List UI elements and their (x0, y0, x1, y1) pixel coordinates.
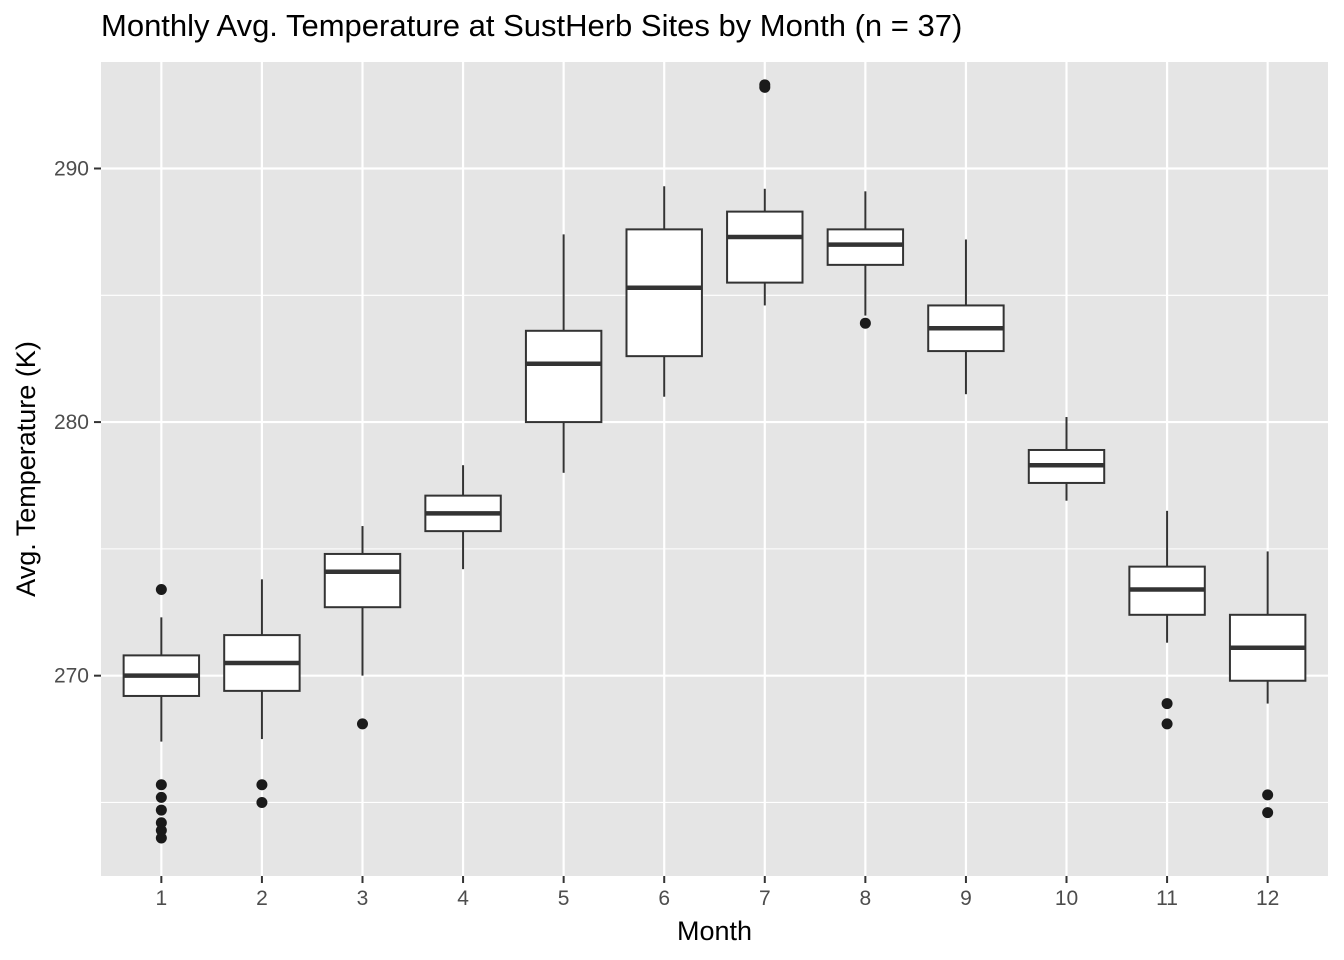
x-tick-label: 1 (156, 887, 168, 910)
outlier-point (155, 824, 167, 836)
outlier-point (859, 317, 871, 329)
box-month-4 (424, 465, 502, 570)
chart-title: Monthly Avg. Temperature at SustHerb Sit… (101, 8, 963, 43)
y-tick-label: 280 (54, 411, 89, 434)
outlier-point (759, 79, 771, 91)
outlier-point (1262, 807, 1274, 819)
outlier-point (155, 779, 167, 791)
x-tick-label: 5 (558, 887, 570, 910)
iqr-box (625, 228, 703, 358)
outlier-point (1161, 698, 1173, 710)
plot-panel (101, 62, 1328, 876)
x-tick-label: 2 (256, 887, 268, 910)
x-tick-label: 8 (860, 887, 872, 910)
iqr-box (726, 210, 804, 284)
x-tick-label: 7 (759, 887, 771, 910)
y-axis-title: Avg. Temperature (K) (11, 341, 41, 597)
outlier-point (356, 718, 368, 730)
box-month-12 (1228, 551, 1307, 819)
outlier-point (1262, 789, 1274, 801)
x-tick-label: 4 (457, 887, 469, 910)
outlier-point (1161, 718, 1173, 730)
x-tick-label: 9 (960, 887, 972, 910)
x-axis-title: Month (677, 916, 752, 946)
iqr-box (323, 552, 402, 609)
box-month-9 (927, 239, 1005, 395)
box-month-5 (524, 234, 603, 473)
outlier-point (155, 832, 167, 844)
box-month-2 (223, 579, 301, 808)
box-month-10 (1027, 417, 1106, 501)
outlier-point (155, 817, 167, 829)
outlier-point (155, 791, 167, 803)
x-tick-label: 10 (1055, 887, 1078, 910)
box-month-8 (826, 191, 905, 329)
x-tick-label: 12 (1256, 887, 1279, 910)
y-tick-label: 290 (54, 158, 89, 181)
y-tick-label: 270 (54, 665, 89, 688)
iqr-box (524, 329, 603, 424)
outlier-point (256, 779, 268, 791)
box-month-7 (726, 79, 804, 306)
outlier-point (155, 804, 167, 816)
outlier-point (256, 796, 268, 808)
x-tick-label: 6 (658, 887, 670, 910)
x-tick-label: 3 (357, 887, 369, 910)
box-month-3 (323, 526, 402, 730)
outlier-point (155, 583, 167, 595)
box-layer (122, 79, 1307, 844)
box-month-11 (1128, 510, 1206, 730)
box-month-1 (122, 583, 201, 844)
x-tick-label: 11 (1156, 887, 1178, 910)
box-month-6 (625, 186, 703, 397)
iqr-box (826, 228, 905, 266)
